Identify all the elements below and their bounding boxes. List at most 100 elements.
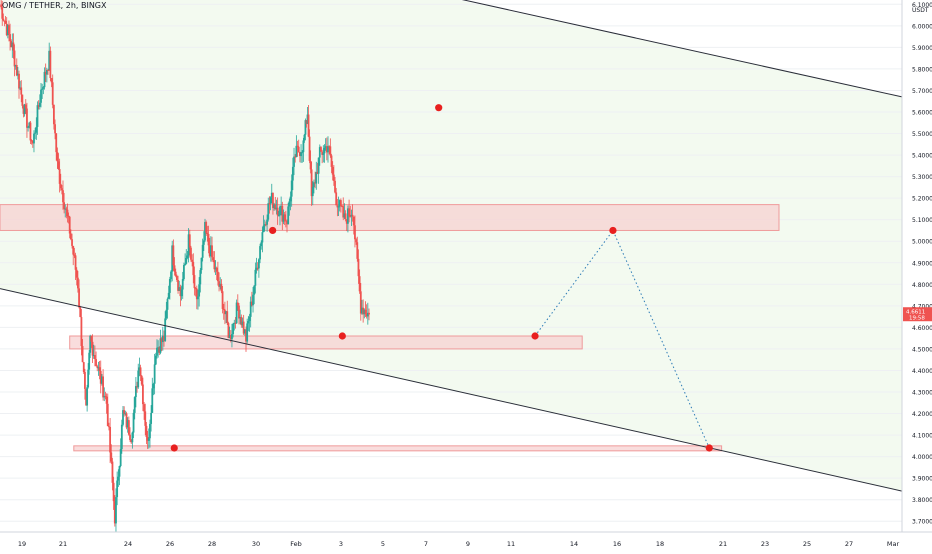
candle-body (99, 370, 102, 384)
candle-body (213, 260, 216, 270)
candle-body (69, 233, 72, 240)
candle-body (117, 476, 120, 481)
candle-body (191, 259, 194, 262)
candle-body (300, 152, 302, 157)
candle-body (362, 307, 365, 315)
time-axis-bg (0, 532, 932, 550)
candle-body (245, 329, 247, 342)
candle-body (275, 207, 278, 210)
x-tick-label: 18 (656, 540, 664, 548)
candle-body (184, 263, 186, 266)
candle-body (175, 275, 178, 280)
candle-body (172, 245, 175, 266)
candle-body (199, 270, 202, 285)
candle-body (351, 214, 354, 217)
candle-body (331, 166, 334, 175)
candle-body (113, 501, 116, 524)
candle-body (220, 283, 223, 292)
candle-body (2, 18, 5, 21)
candle-body (14, 65, 17, 67)
current-price-label (903, 307, 932, 322)
candle-body (144, 411, 147, 426)
x-tick-label: 3 (339, 540, 343, 548)
candle-body (349, 216, 352, 218)
candle-body (139, 367, 142, 376)
candle-body (336, 205, 339, 208)
candle-body (131, 432, 134, 443)
candle-body (281, 205, 284, 222)
candle-body (354, 225, 356, 240)
candle-body (24, 104, 27, 109)
candle-body (161, 335, 164, 343)
candle-body (298, 151, 301, 157)
candle-body (345, 219, 348, 224)
x-tick-label: 19 (18, 540, 26, 548)
candle-body (197, 296, 199, 300)
y-tick-label: 5.5000 (912, 131, 932, 138)
candle-body (80, 317, 83, 347)
candle-body (359, 291, 362, 314)
candle-body (67, 216, 70, 218)
candle-body (248, 316, 251, 322)
candle-body (18, 73, 20, 89)
y-tick-label: 3.7000 (912, 519, 932, 526)
candle-body (102, 376, 104, 398)
candle-body (31, 141, 34, 144)
candle-body (97, 367, 100, 369)
candle-body (60, 188, 63, 191)
candle-body (320, 147, 322, 152)
candle-body (124, 413, 127, 415)
candle-body (288, 201, 291, 207)
candle-body (5, 23, 8, 36)
candle-body (255, 267, 258, 270)
candle-body (179, 287, 182, 297)
candle-body (287, 206, 290, 225)
candle-body (51, 82, 54, 105)
x-tick-label: 25 (803, 540, 811, 548)
x-tick-label: 9 (466, 540, 470, 548)
candle-body (26, 108, 28, 128)
candle-body (308, 136, 311, 161)
candle-body (147, 438, 150, 441)
candle-body (327, 146, 329, 153)
candle-body (215, 267, 218, 272)
x-tick-label: 16 (613, 540, 621, 548)
y-tick-label: 5.9000 (912, 45, 932, 52)
candle-body (65, 208, 68, 210)
candle-body (234, 322, 237, 324)
candle-body (338, 200, 341, 207)
candle-body (357, 258, 360, 277)
candle-body (310, 169, 313, 197)
y-tick-label: 5.4000 (912, 153, 932, 160)
candle-body (185, 257, 188, 264)
candle-body (347, 208, 349, 224)
candle-body (290, 180, 293, 197)
y-tick-label: 4.3000 (912, 390, 932, 397)
candle-body (231, 334, 233, 340)
candle-body (173, 265, 176, 272)
candle-body (324, 146, 327, 148)
candle-body (190, 247, 192, 260)
candle-body (355, 239, 358, 243)
candle-body (268, 203, 271, 205)
y-tick-label: 3.8000 (912, 497, 932, 504)
candle-body (34, 132, 37, 134)
candle-body (1, 7, 4, 19)
candle-body (254, 269, 257, 286)
candle-body (103, 395, 106, 398)
candle-body (85, 388, 87, 406)
candle-body (265, 224, 267, 226)
candle-body (241, 321, 244, 326)
candle-body (348, 208, 350, 217)
countdown-value: 19:58 (909, 316, 925, 322)
candle-body (218, 281, 220, 287)
bottom-zone (73, 445, 723, 452)
candle-body (332, 174, 335, 181)
candle-body (296, 145, 299, 147)
candle-body (78, 288, 80, 308)
candle-body (42, 87, 45, 89)
candle-body (280, 205, 283, 207)
candle-body (49, 50, 52, 79)
